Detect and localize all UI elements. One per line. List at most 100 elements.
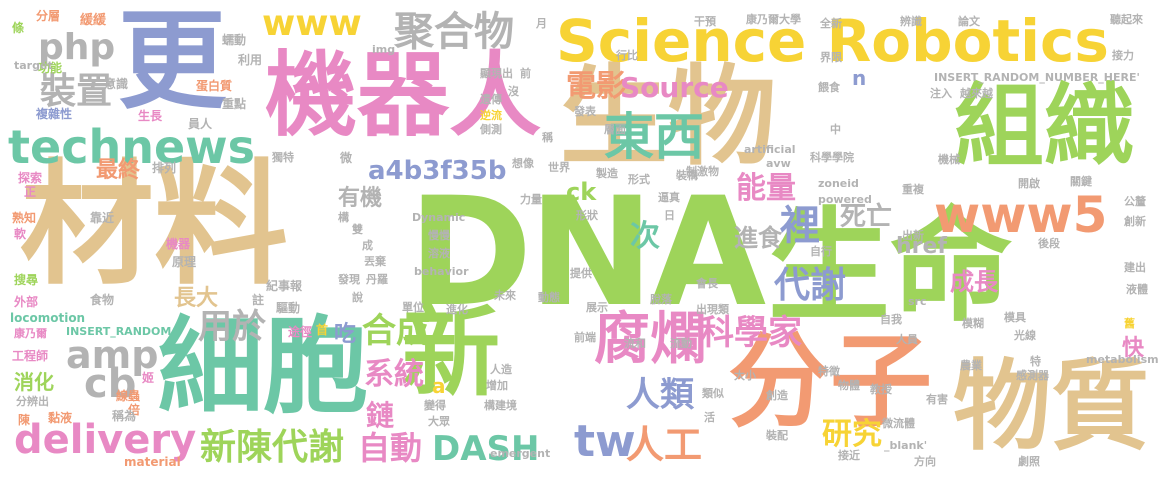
word-qianduan: 前端 <box>574 331 596 344</box>
word-faxian: 發現 <box>338 273 360 286</box>
word-mohu: 模糊 <box>962 317 984 330</box>
word-gongneng: 功能 <box>38 61 63 75</box>
word-hecheng: 合成 <box>362 311 430 351</box>
word-href: href <box>896 234 948 259</box>
word-dianshi: 餵食 <box>818 81 840 94</box>
word-a: a <box>432 374 446 398</box>
word-rengong: 人工 <box>626 423 703 467</box>
word-siwang: 死亡 <box>840 202 893 232</box>
word-xin: 新 <box>402 296 501 410</box>
word-dianying: 電影 <box>566 69 626 104</box>
word-zhuangzhi: 裝置 <box>40 71 113 112</box>
word-gou: 構 <box>338 211 349 224</box>
word-target: target <box>14 59 53 72</box>
word-renlei: 人類 <box>626 375 694 415</box>
word-fuzaxing: 複雜性 <box>36 107 73 121</box>
word-wei: 微 <box>340 151 353 165</box>
word-bei: 倍 <box>128 403 141 417</box>
word-shuzhi: 熟知 <box>12 211 37 225</box>
word-shou: 首 <box>316 323 329 337</box>
word-cheng2: 稱 <box>542 131 553 144</box>
word-xinchendaixie: 新陳代謝 <box>200 427 345 468</box>
word-youji: 有機 <box>338 186 383 211</box>
word-dash: DASH <box>432 429 540 469</box>
word-quanxin: 全新 <box>820 17 842 30</box>
word-shuang: 雙 <box>352 223 363 236</box>
word-lian: 鏈 <box>366 399 395 432</box>
word-zhuanggou: 裝構 <box>676 169 698 182</box>
word-wupin: 物體 <box>838 379 860 392</box>
word-yuelaiyue: 越來越 <box>960 87 993 100</box>
word-ruan: 軟 <box>14 227 27 241</box>
word-dynamic: Dynamic <box>412 211 466 224</box>
word-qian: 前 <box>520 67 531 80</box>
word-cailiao: 材料 <box>20 147 289 303</box>
word-zixing: 自行 <box>810 245 832 258</box>
word-zhijiwu: 制激物 <box>686 165 719 178</box>
word-emergent: emergent <box>490 447 551 460</box>
word-manman: 慢慢 <box>428 229 450 242</box>
word-zhuangpei: 裝配 <box>766 429 788 442</box>
word-zhanye: 黏液 <box>48 411 73 425</box>
word-renzao: 人造 <box>490 363 512 376</box>
word-shengchan: 生長 <box>138 109 163 123</box>
word-jiqiren: 機器人 <box>265 42 542 149</box>
word-gongxin: 公釐 <box>1124 195 1146 208</box>
word-zhanshi: 展示 <box>586 301 608 314</box>
word-dongxi: 東西 <box>604 108 704 166</box>
word-yue: 月 <box>536 17 547 30</box>
word-liyong: 利用 <box>238 53 263 67</box>
word-shiwu: 食物 <box>90 293 115 307</box>
word-xianxianchu: 顯現出 <box>480 67 513 80</box>
word-yongyu: 用於 <box>198 307 266 347</box>
word-img: img <box>372 43 396 56</box>
word-daixie: 代謝 <box>774 265 847 306</box>
word-diuqi: 丟棄 <box>364 255 386 268</box>
word-dna: DNA <box>408 166 766 340</box>
word-xitong: 系統 <box>364 357 424 392</box>
word-weiliuti: 微流體 <box>882 417 915 430</box>
word-danwei: 單位 <box>402 301 424 314</box>
word-ri: 日 <box>664 209 675 222</box>
word-bian: 變得 <box>424 399 446 412</box>
word-jishibao: 紀事報 <box>266 279 303 293</box>
word-zengjia: 增加 <box>486 379 508 392</box>
word-science-robotics: Science Robotics <box>556 7 1109 75</box>
word-locomotion: locomotion <box>10 311 86 325</box>
word-juzhao: 劇照 <box>1018 455 1040 468</box>
word-kuai: 快 <box>1122 336 1145 361</box>
word-geng: 更 <box>118 0 227 124</box>
word-chengzhang: 成長 <box>950 268 998 296</box>
word-danluo: 丹羅 <box>366 273 388 286</box>
word-powered: powered <box>818 193 872 206</box>
word-shengming: 生命 <box>768 196 1012 338</box>
word-yuanli: 原理 <box>172 255 197 269</box>
word-zuizhong: 最終 <box>96 158 141 183</box>
word-weilai: 未來 <box>494 289 516 302</box>
word-material: material <box>124 455 181 469</box>
word-zuzhi: 組織 <box>954 74 1134 179</box>
word-te: 特 <box>1030 355 1041 368</box>
word-ganyu: 干預 <box>694 15 716 28</box>
word-chuangxin: 創新 <box>1124 215 1146 228</box>
word-houduan: 後段 <box>1038 237 1060 250</box>
word-shuo: 說 <box>352 291 363 304</box>
word-technews: technews <box>8 120 256 174</box>
word-jiaoshou: 教授 <box>870 383 892 396</box>
word-xingbi: 行比 <box>616 49 638 62</box>
word-fulan: 腐爛 <box>594 307 706 372</box>
word-chuxin: 出新 <box>902 229 924 242</box>
word-zoneid: zoneid <box>818 177 859 190</box>
word-nengliang: 能量 <box>736 171 796 206</box>
word-zhongdian: 重點 <box>222 97 247 111</box>
word-insert-random-small: INSERT_RANDOM_ <box>66 325 177 338</box>
word-dasi: 大小 <box>734 369 756 382</box>
word-yishi: 意識 <box>104 77 129 91</box>
word-yegan: 液體 <box>1126 283 1148 296</box>
word-huihui: 會長 <box>696 277 718 290</box>
word-www5: www5 <box>934 186 1108 244</box>
word-tujing: 途徑 <box>288 325 313 339</box>
word-source: Source <box>620 71 729 104</box>
word-zhong: 中 <box>830 123 841 136</box>
word-huanhuan: 緩緩 <box>80 13 107 28</box>
